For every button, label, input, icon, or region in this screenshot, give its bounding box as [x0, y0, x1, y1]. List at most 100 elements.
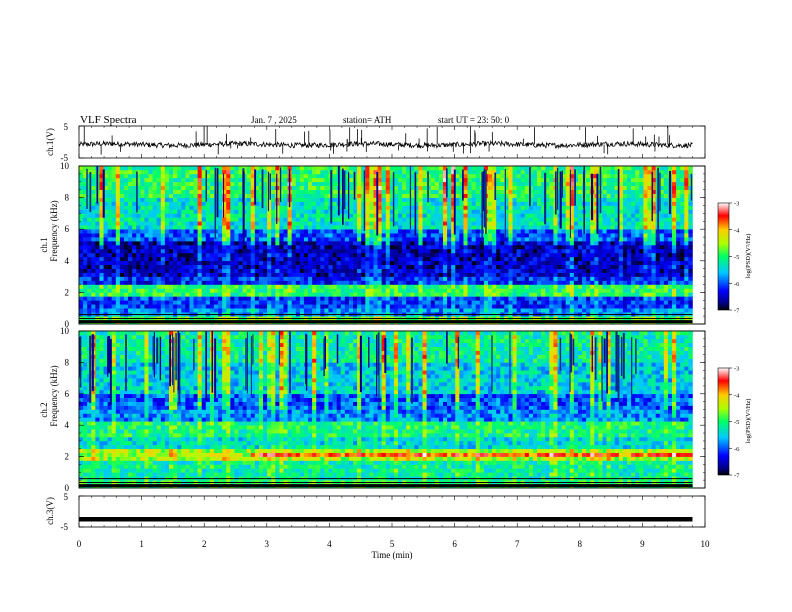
- ch1-spectrogram-cell: [410, 177, 415, 183]
- ch1-spectrogram-cell: [479, 304, 485, 309]
- ch1-spectrogram-cell: [299, 276, 305, 281]
- ch1-spectrogram-cell: [246, 300, 252, 305]
- ch1-spectrogram-cell: [447, 189, 452, 194]
- ch1-spectrogram-cell: [320, 173, 325, 179]
- ch1-spectrogram-cell: [222, 304, 227, 309]
- ch1-spectrogram-cell: [283, 268, 288, 273]
- ch1-spectrogram-cell: [541, 296, 546, 301]
- ch1-spectrogram-cell: [168, 217, 174, 222]
- ch1-spectrogram-cell: [512, 217, 517, 222]
- ch1-spectrogram-cell: [500, 296, 505, 301]
- ch1-spectrogram-cell: [320, 292, 325, 297]
- ch1-spectrogram-cell: [181, 233, 186, 238]
- ch1-spectrogram-cell: [553, 248, 558, 254]
- ch1-spectrogram-cell: [438, 268, 444, 273]
- ch1-spectrogram-cell: [111, 205, 117, 210]
- ch1-spectrogram-cell: [226, 308, 231, 313]
- ch1-spectrogram-cell: [434, 237, 440, 242]
- ch1-spectrogram-cell: [115, 292, 121, 297]
- ch1-spectrogram-cell: [389, 229, 395, 234]
- ch1-spectrogram-cell: [357, 304, 362, 309]
- ch1-spectrogram-cell: [516, 268, 522, 273]
- ch1-spectrogram-cell: [218, 292, 223, 297]
- ch1-spectrogram-cell: [103, 300, 108, 305]
- ch1-spectrogram-cell: [152, 193, 158, 198]
- ch1-spectrogram-cell: [197, 197, 202, 202]
- ch1-spectrogram-cell: [242, 288, 247, 293]
- ch1-spectrogram-cell: [177, 173, 182, 179]
- ch1-spectrogram-cell: [119, 260, 125, 266]
- ch1-spectrogram-cell: [496, 272, 501, 277]
- ch1-spectrogram-cell: [238, 260, 243, 266]
- ch1-spectrogram-cell: [295, 173, 301, 179]
- ch1-spectrogram-cell: [107, 217, 113, 222]
- ch1-spectrogram-cell: [303, 225, 309, 230]
- ch1-spectrogram-cell: [426, 185, 432, 190]
- ch1-spectrogram-cell: [512, 288, 517, 293]
- ch1-spectrogram-cell: [398, 181, 403, 187]
- ch1-spectrogram-cell: [393, 181, 399, 187]
- ch1-spectrogram-cell: [475, 268, 481, 273]
- ch1-spectrogram-cell: [87, 221, 92, 226]
- ch1-spectrogram-cell: [213, 252, 219, 258]
- ch1-spectrogram-cell: [348, 177, 354, 183]
- ch1-spectrogram-cell: [369, 308, 374, 313]
- ch1-spectrogram-cell: [451, 185, 456, 190]
- ch1-spectrogram-cell: [389, 284, 395, 289]
- ch1-spectrogram-cell: [344, 225, 350, 230]
- ch1-spectrogram-cell: [398, 300, 403, 305]
- ch1-spectrogram-cell: [447, 241, 452, 246]
- ch1-spectrogram-cell: [389, 308, 395, 313]
- ch1-spectrogram-cell: [377, 245, 382, 250]
- ch1-spectrogram-cell: [537, 197, 542, 202]
- ch1-spectrogram-cell: [312, 252, 317, 258]
- ch1-spectrogram-cell: [308, 193, 313, 198]
- ch1-spectrogram-cell: [426, 197, 432, 202]
- ch1-spectrogram-cell: [156, 284, 162, 289]
- ch1-spectrogram-cell: [201, 209, 207, 214]
- ch1-spectrogram-cell: [87, 225, 92, 230]
- ch1-spectrogram-cell: [443, 209, 448, 214]
- ch1-spectrogram-cell: [168, 300, 174, 305]
- ch1-spectrogram-cell: [295, 264, 301, 269]
- ch1-spectrogram-cell: [447, 276, 452, 281]
- ch1-spectrogram-cell: [185, 241, 190, 246]
- ch1-spectrogram-cell: [99, 233, 104, 238]
- ch1-spectrogram-cell: [447, 256, 452, 262]
- ch1-spectrogram-cell: [107, 264, 113, 269]
- ch1-spectrogram-cell: [369, 300, 374, 305]
- ch1-spectrogram-cell: [267, 233, 272, 238]
- ch1-spectrogram-cell: [512, 225, 517, 230]
- ch1-spectrogram-cell: [426, 245, 432, 250]
- ch1-spectrogram-cell: [79, 166, 84, 171]
- ch1-spectrogram-cell: [434, 304, 440, 309]
- ch1-spectrogram-cell: [263, 233, 268, 238]
- ch1-spectrogram-cell: [83, 276, 88, 281]
- ch1-spectrogram-cell: [132, 300, 137, 305]
- ch1-spectrogram-cell: [263, 252, 268, 258]
- ch1-spectrogram-cell: [279, 280, 284, 285]
- ch1-spectrogram-cell: [148, 193, 153, 198]
- ch1-spectrogram-cell: [389, 248, 395, 254]
- ch1-spectrogram-cell: [512, 229, 517, 234]
- ch1-spectrogram-cell: [140, 292, 145, 297]
- ch1-spectrogram-cell: [328, 276, 333, 281]
- ch1-spectrogram-cell: [91, 213, 96, 218]
- ch1-spectrogram-cell: [271, 252, 276, 258]
- ch1-spectrogram-cell: [451, 229, 456, 234]
- ch1-spectrogram-cell: [414, 241, 419, 246]
- ch1-spectrogram-cell: [107, 225, 113, 230]
- ch1-spectrogram-cell: [459, 181, 464, 187]
- ch1-spectrogram-cell: [283, 288, 288, 293]
- ch1-spectrogram-cell: [410, 280, 415, 285]
- ch1-spectrogram-cell: [365, 276, 370, 281]
- ch1-spectrogram-cell: [209, 260, 215, 266]
- ch1-spectrogram-cell: [451, 205, 456, 210]
- ch1-spectrogram-cell: [353, 205, 358, 210]
- ch1-spectrogram-cell: [83, 308, 88, 313]
- ch1-spectrogram-cell: [99, 296, 104, 301]
- ch1-spectrogram-cell: [123, 300, 129, 305]
- ch1-spectrogram-cell: [500, 181, 505, 187]
- ch1-spectrogram-cell: [156, 248, 162, 254]
- ch1-spectrogram-cell: [328, 237, 333, 242]
